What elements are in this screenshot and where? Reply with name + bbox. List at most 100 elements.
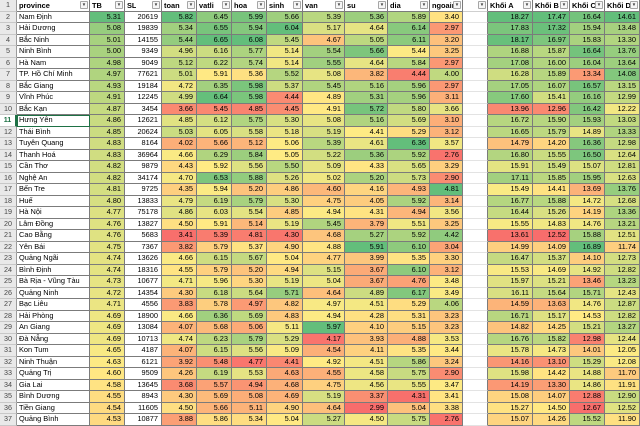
cell-khoiC[interactable]: 16.04 <box>570 57 605 69</box>
cell-sl[interactable]: 34174 <box>125 172 162 184</box>
row-header[interactable]: 5 <box>0 46 17 58</box>
cell-hoa[interactable]: 5.37 <box>232 241 267 253</box>
cell-sl[interactable]: 10677 <box>125 276 162 288</box>
cell-toan[interactable]: 4.43 <box>162 161 197 173</box>
cell-hoa[interactable]: 5.58 <box>232 126 267 138</box>
cell-sl[interactable]: 9049 <box>125 57 162 69</box>
row-header[interactable]: 15 <box>0 161 17 173</box>
cell-sinh[interactable]: 5.37 <box>267 80 303 92</box>
cell-province[interactable]: Ninh Thuận <box>17 356 90 368</box>
cell-sl[interactable]: 11605 <box>125 402 162 414</box>
cell-gap[interactable] <box>463 333 488 345</box>
cell-su[interactable]: 5.20 <box>345 172 388 184</box>
cell-khoiA[interactable]: 15.27 <box>488 402 533 414</box>
cell-ngoaing[interactable]: 3.23 <box>430 310 463 322</box>
cell-khoiC[interactable]: 12.67 <box>570 402 605 414</box>
cell-province[interactable]: Nghệ An <box>17 172 90 184</box>
header-cell-dia[interactable]: dia ▼ <box>388 0 430 12</box>
cell-khoiB[interactable]: 15.88 <box>533 195 570 207</box>
header-cell-toan[interactable]: toan ▼ <box>162 0 197 12</box>
cell-toan[interactable]: 3.82 <box>162 241 197 253</box>
cell-khoiD[interactable]: 12.68 <box>605 195 640 207</box>
cell-ngoaing[interactable]: 3.25 <box>430 218 463 230</box>
cell-toan[interactable]: 4.55 <box>162 264 197 276</box>
cell-gap[interactable] <box>463 184 488 196</box>
cell-khoiC[interactable]: 14.76 <box>570 299 605 311</box>
cell-gap[interactable] <box>463 264 488 276</box>
cell-ngoaing[interactable]: 3.25 <box>430 46 463 58</box>
cell-province[interactable]: Tuyên Quang <box>17 138 90 150</box>
row-header[interactable]: 26 <box>0 287 17 299</box>
cell-khoiC[interactable]: 15.21 <box>570 322 605 334</box>
cell-vatli[interactable]: 6.12 <box>197 115 232 127</box>
cell-sl[interactable]: 13645 <box>125 379 162 391</box>
cell-dia[interactable]: 5.84 <box>388 57 430 69</box>
cell-su[interactable]: 4.51 <box>345 299 388 311</box>
cell-khoiB[interactable]: 15.17 <box>533 310 570 322</box>
cell-khoiD[interactable]: 12.99 <box>605 92 640 104</box>
cell-khoiB[interactable]: 14.73 <box>533 345 570 357</box>
cell-khoiD[interactable]: 13.36 <box>605 207 640 219</box>
cell-dia[interactable]: 6.14 <box>388 23 430 35</box>
cell-khoiB[interactable]: 13.63 <box>533 299 570 311</box>
cell-toan[interactable]: 4.79 <box>162 195 197 207</box>
cell-khoiA[interactable]: 17.60 <box>488 92 533 104</box>
cell-khoiC[interactable]: 16.42 <box>570 103 605 115</box>
cell-tb[interactable]: 4.69 <box>90 310 125 322</box>
cell-toan[interactable]: 3.92 <box>162 356 197 368</box>
cell-khoiC[interactable]: 14.10 <box>570 253 605 265</box>
cell-ngoaing[interactable]: 3.57 <box>430 138 463 150</box>
cell-khoiA[interactable]: 14.19 <box>488 379 533 391</box>
cell-vatli[interactable]: 6.18 <box>197 287 232 299</box>
cell-tb[interactable]: 4.98 <box>90 57 125 69</box>
cell-gap[interactable] <box>463 230 488 242</box>
cell-dia[interactable]: 5.73 <box>388 172 430 184</box>
header-cell-province[interactable]: province ▼ <box>17 0 90 12</box>
cell-tb[interactable]: 4.86 <box>90 115 125 127</box>
cell-vatli[interactable]: 6.29 <box>197 149 232 161</box>
cell-van[interactable]: 5.09 <box>303 161 345 173</box>
cell-vatli[interactable]: 5.66 <box>197 138 232 150</box>
cell-khoiB[interactable]: 14.20 <box>533 138 570 150</box>
cell-khoiC[interactable]: 15.94 <box>570 23 605 35</box>
cell-khoiB[interactable]: 14.83 <box>533 218 570 230</box>
row-header[interactable]: 25 <box>0 276 17 288</box>
cell-vatli[interactable]: 5.45 <box>197 103 232 115</box>
filter-dropdown-icon[interactable]: ▼ <box>152 1 160 10</box>
row-header[interactable]: 17 <box>0 184 17 196</box>
cell-van[interactable]: 4.97 <box>303 299 345 311</box>
cell-ngoaing[interactable]: 3.14 <box>430 195 463 207</box>
cell-khoiB[interactable]: 12.52 <box>533 230 570 242</box>
cell-khoiC[interactable]: 14.19 <box>570 207 605 219</box>
cell-khoiA[interactable]: 15.55 <box>488 218 533 230</box>
cell-province[interactable]: An Giang <box>17 322 90 334</box>
filter-dropdown-icon[interactable]: ▼ <box>420 1 428 10</box>
cell-toan[interactable]: 3.41 <box>162 230 197 242</box>
cell-ngoaing[interactable]: 2.76 <box>430 149 463 161</box>
cell-sl[interactable]: 3454 <box>125 103 162 115</box>
cell-toan[interactable]: 4.50 <box>162 218 197 230</box>
cell-toan[interactable]: 4.30 <box>162 287 197 299</box>
cell-gap[interactable] <box>463 299 488 311</box>
cell-tb[interactable]: 4.82 <box>90 172 125 184</box>
cell-khoiA[interactable]: 15.78 <box>488 345 533 357</box>
cell-khoiC[interactable]: 15.95 <box>570 172 605 184</box>
cell-khoiA[interactable]: 18.27 <box>488 11 533 23</box>
cell-khoiA[interactable]: 13.61 <box>488 230 533 242</box>
cell-khoiB[interactable]: 16.00 <box>533 57 570 69</box>
cell-su[interactable]: 4.58 <box>345 368 388 380</box>
cell-gap[interactable] <box>463 345 488 357</box>
cell-hoa[interactable]: 5.98 <box>232 92 267 104</box>
cell-khoiB[interactable]: 14.42 <box>533 368 570 380</box>
cell-vatli[interactable]: 6.36 <box>197 310 232 322</box>
header-cell-khoiA[interactable]: Khối A ▼ <box>488 0 533 12</box>
cell-khoiC[interactable]: 15.71 <box>570 287 605 299</box>
cell-khoiC[interactable]: 14.92 <box>570 264 605 276</box>
cell-province[interactable]: Lâm Đồng <box>17 218 90 230</box>
row-header[interactable]: 2 <box>0 11 17 23</box>
cell-province[interactable]: Cần Thơ <box>17 161 90 173</box>
cell-province[interactable]: Hải Phòng <box>17 310 90 322</box>
row-header[interactable]: 24 <box>0 264 17 276</box>
cell-dia[interactable]: 4.44 <box>388 69 430 81</box>
cell-van[interactable]: 4.75 <box>303 379 345 391</box>
